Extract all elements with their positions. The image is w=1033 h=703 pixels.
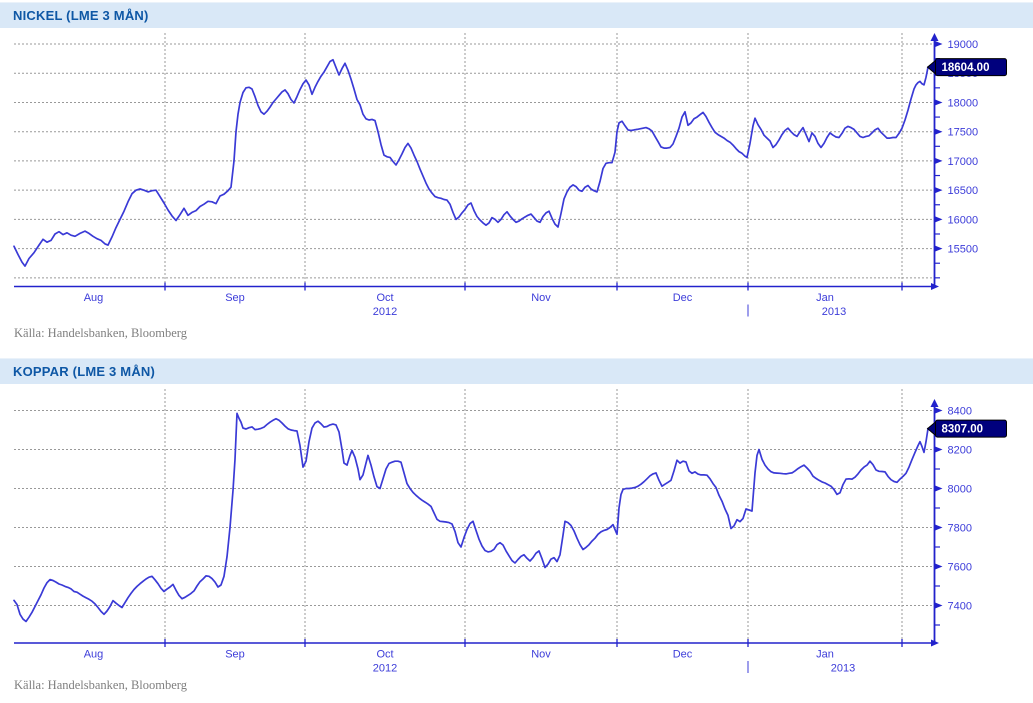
nickel-title-bar: NICKEL (LME 3 MÅN) xyxy=(0,2,1033,28)
y-major-tick-icon xyxy=(934,186,943,194)
y-major-tick-icon xyxy=(934,524,943,531)
month-label: Dec xyxy=(673,292,693,304)
koppar-title: KOPPAR (LME 3 MÅN) xyxy=(13,364,156,379)
y-major-tick-icon xyxy=(934,157,943,165)
y-tick-label: 18000 xyxy=(948,97,979,109)
koppar-chart: 8400 8200 8000 7800 7600 7400 Aug Sep Oct Nov Dec J… xyxy=(13,389,1007,675)
month-label: Jan xyxy=(816,649,834,661)
y-major-tick-icon xyxy=(934,99,943,106)
month-label: Oct xyxy=(376,292,393,304)
y-tick-label: 7800 xyxy=(948,523,972,535)
year-label: 2013 xyxy=(831,663,855,675)
value-flag-box xyxy=(935,58,1007,77)
year-label: 2012 xyxy=(373,663,397,675)
y-tick-label: 16500 xyxy=(948,185,979,197)
y-major-tick-icon xyxy=(934,602,943,609)
y-major-tick-icon xyxy=(934,216,943,223)
price-line xyxy=(13,58,929,267)
nickel-title: NICKEL (LME 3 MÅN) xyxy=(13,8,149,23)
month-label: Dec xyxy=(673,649,693,661)
y-major-tick-icon xyxy=(934,407,943,414)
year-label: 2013 xyxy=(822,306,846,318)
y-major-tick-icon xyxy=(934,485,943,492)
y-tick-label: 17000 xyxy=(948,156,979,168)
y-major-tick-icon xyxy=(934,563,943,570)
year-label: 2012 xyxy=(373,306,397,318)
koppar-title-bar: KOPPAR (LME 3 MÅN) xyxy=(0,358,1033,384)
y-major-tick-icon xyxy=(934,446,943,453)
y-axis-arrow-icon xyxy=(930,399,939,407)
y-major-tick-icon xyxy=(934,245,943,252)
nickel-chart: 1900018500180001750017000165001600015500… xyxy=(13,33,1007,318)
y-major-tick-icon xyxy=(934,40,943,48)
y-tick-label: 8000 xyxy=(948,484,972,496)
month-label: Nov xyxy=(531,292,551,304)
value-flag-text: 18604.00 xyxy=(942,62,990,74)
month-label: Nov xyxy=(531,649,551,661)
y-tick-label: 19000 xyxy=(948,39,979,51)
price-line xyxy=(13,412,929,623)
last-value-flag: 18604.00 xyxy=(926,58,1007,77)
y-tick-label: 7600 xyxy=(948,562,972,574)
month-label: Jan xyxy=(816,292,834,304)
month-label: Sep xyxy=(225,292,245,304)
last-value-flag: 8307.00 xyxy=(926,419,1007,438)
y-tick-label: 15500 xyxy=(948,244,979,256)
value-flag-text: 8307.00 xyxy=(942,424,984,436)
y-tick-label: 7400 xyxy=(948,601,972,613)
nickel-source: Källa: Handelsbanken, Bloomberg xyxy=(14,326,187,340)
y-major-tick-icon xyxy=(934,128,943,135)
koppar-source: Källa: Handelsbanken, Bloomberg xyxy=(14,678,187,692)
y-tick-label: 8400 xyxy=(948,406,972,418)
month-label: Aug xyxy=(84,649,104,661)
month-label: Oct xyxy=(376,649,393,661)
value-flag-box xyxy=(935,419,1007,438)
y-tick-label: 8200 xyxy=(948,445,972,457)
month-label: Sep xyxy=(225,649,245,661)
y-tick-label: 17500 xyxy=(948,127,979,139)
y-axis-arrow-icon xyxy=(930,33,939,41)
month-label: Aug xyxy=(84,292,104,304)
y-tick-label: 16000 xyxy=(948,214,979,226)
